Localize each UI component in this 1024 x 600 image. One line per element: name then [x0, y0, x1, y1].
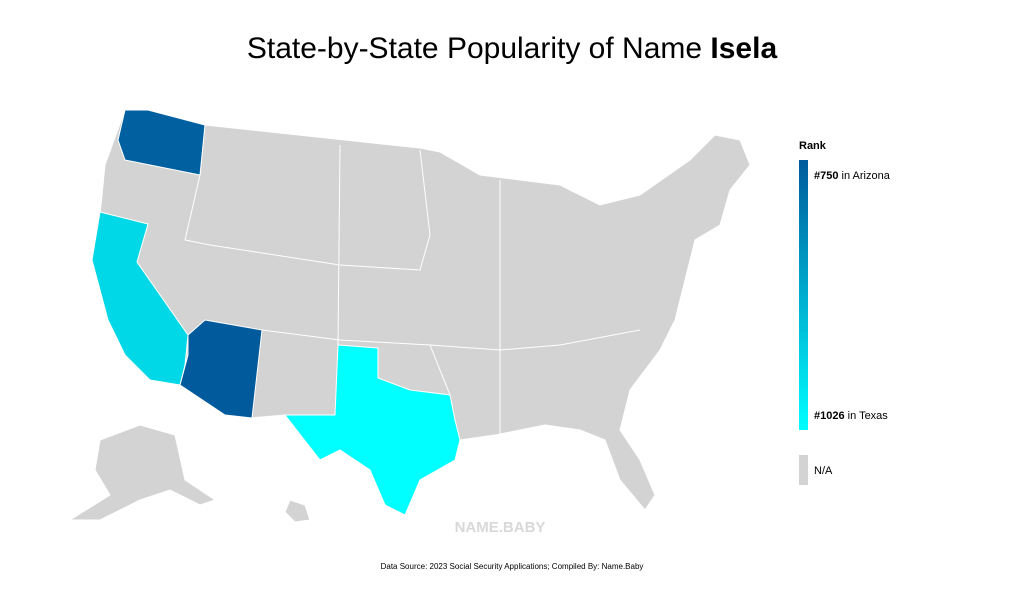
source: Data Source: 2023 Social Security Applic… [381, 562, 644, 571]
border [261, 329, 641, 351]
title: State-by-State Popularity of Name Isela [247, 32, 778, 65]
states [91, 109, 461, 516]
state [179, 319, 263, 419]
legend-na-label: N/A [814, 465, 833, 477]
title-name: Isela [710, 32, 777, 65]
state [117, 109, 206, 176]
hawaii [284, 499, 311, 523]
legend-label: #1026 in Texas [814, 410, 888, 422]
base-map [68, 109, 751, 523]
legend-title: Rank [799, 140, 827, 152]
legend-na [799, 455, 808, 485]
border [429, 344, 451, 396]
border [184, 124, 431, 271]
legend-state: in Texas [845, 410, 889, 422]
watermark: NAME.BABY [455, 519, 546, 536]
legend-scale [799, 160, 808, 430]
legend-label: #750 in Arizona [814, 170, 891, 182]
border [337, 144, 341, 346]
title-text: State-by-State Popularity of Name [247, 32, 711, 65]
legend-rank: #1026 [814, 410, 845, 422]
alaska [68, 424, 217, 521]
legend-state: in Arizona [838, 170, 890, 182]
state [283, 344, 461, 516]
legend-rank: #750 [814, 170, 838, 182]
